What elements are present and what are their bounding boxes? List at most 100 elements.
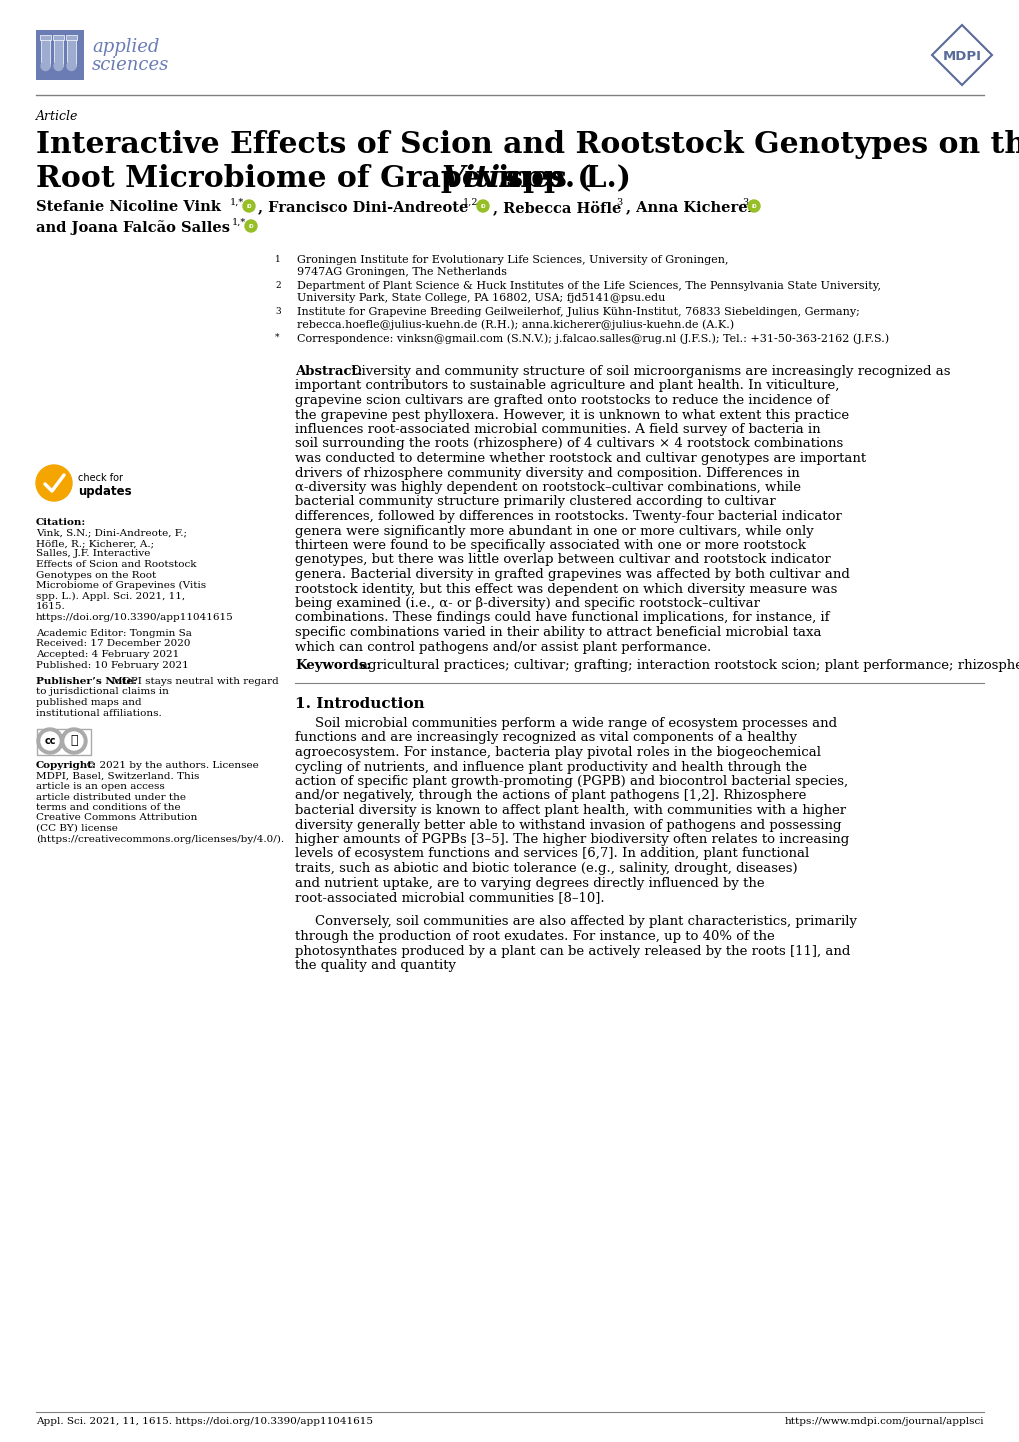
FancyBboxPatch shape [66,35,76,40]
Circle shape [41,733,59,750]
Text: sciences: sciences [92,56,169,74]
Circle shape [36,464,72,500]
Text: spp. L.). Appl. Sci. 2021, 11,: spp. L.). Appl. Sci. 2021, 11, [36,591,184,601]
Text: check for: check for [77,473,123,483]
Text: terms and conditions of the: terms and conditions of the [36,803,180,812]
Text: , Anna Kicherer: , Anna Kicherer [626,200,755,213]
Text: 3: 3 [615,198,622,208]
Text: which can control pathogens and/or assist plant performance.: which can control pathogens and/or assis… [294,640,710,653]
FancyBboxPatch shape [54,37,63,66]
Text: Höfle, R.; Kicherer, A.;: Höfle, R.; Kicherer, A.; [36,539,154,548]
FancyBboxPatch shape [53,35,64,40]
Text: cycling of nutrients, and influence plant productivity and health through the: cycling of nutrients, and influence plan… [294,760,806,773]
Text: Groningen Institute for Evolutionary Life Sciences, University of Groningen,: Groningen Institute for Evolutionary Lif… [297,255,728,265]
Text: spp. L.): spp. L.) [495,164,631,193]
Text: 2: 2 [275,281,280,290]
Text: , Rebecca Höfle: , Rebecca Höfle [492,200,621,215]
Text: cc: cc [44,735,56,746]
Text: https://www.mdpi.com/journal/applsci: https://www.mdpi.com/journal/applsci [784,1417,983,1426]
Text: updates: updates [77,485,131,497]
Text: Department of Plant Science & Huck Institutes of the Life Sciences, The Pennsylv: Department of Plant Science & Huck Insti… [297,281,880,291]
Text: published maps and: published maps and [36,698,142,707]
Text: Interactive Effects of Scion and Rootstock Genotypes on the: Interactive Effects of Scion and Rootsto… [36,130,1019,159]
Circle shape [65,733,83,750]
Text: the grapevine pest phylloxera. However, it is unknown to what extent this practi: the grapevine pest phylloxera. However, … [294,408,848,421]
Text: article is an open access: article is an open access [36,782,165,792]
Circle shape [747,200,759,212]
Text: Salles, J.F. Interactive: Salles, J.F. Interactive [36,549,150,558]
Circle shape [37,728,63,754]
Text: Ⓘ: Ⓘ [70,734,77,747]
Circle shape [245,221,257,232]
Text: diversity generally better able to withstand invasion of pathogens and possessin: diversity generally better able to withs… [294,819,841,832]
Text: influences root-associated microbial communities. A field survey of bacteria in: influences root-associated microbial com… [294,423,820,435]
Text: drivers of rhizosphere community diversity and composition. Differences in: drivers of rhizosphere community diversi… [294,467,799,480]
Text: 1615.: 1615. [36,601,65,611]
Text: agricultural practices; cultivar; grafting; interaction rootstock scion; plant p: agricultural practices; cultivar; grafti… [360,659,1019,672]
Text: through the production of root exudates. For instance, up to 40% of the: through the production of root exudates.… [294,930,774,943]
FancyBboxPatch shape [36,30,84,79]
Text: Received: 17 December 2020: Received: 17 December 2020 [36,639,191,649]
Text: Diversity and community structure of soil microorganisms are increasingly recogn: Diversity and community structure of soi… [351,365,950,378]
Text: 9747AG Groningen, The Netherlands: 9747AG Groningen, The Netherlands [297,267,506,277]
Text: levels of ecosystem functions and services [6,7]. In addition, plant functional: levels of ecosystem functions and servic… [294,848,808,861]
Text: bacterial diversity is known to affect plant health, with communities with a hig: bacterial diversity is known to affect p… [294,805,846,818]
FancyBboxPatch shape [40,35,51,40]
Text: genera were significantly more abundant in one or more cultivars, while only: genera were significantly more abundant … [294,525,813,538]
Text: was conducted to determine whether rootstock and cultivar genotypes are importan: was conducted to determine whether roots… [294,451,865,464]
Text: 1. Introduction: 1. Introduction [294,696,424,711]
Text: traits, such as abiotic and biotic tolerance (e.g., salinity, drought, diseases): traits, such as abiotic and biotic toler… [294,862,797,875]
Text: iD: iD [480,203,485,209]
Text: Conversely, soil communities are also affected by plant characteristics, primari: Conversely, soil communities are also af… [315,916,856,929]
Text: Citation:: Citation: [36,518,87,526]
Text: Published: 10 February 2021: Published: 10 February 2021 [36,660,189,669]
Text: Article: Article [36,110,78,123]
Circle shape [243,200,255,212]
Text: thirteen were found to be specifically associated with one or more rootstock: thirteen were found to be specifically a… [294,539,805,552]
Text: Stefanie Nicoline Vink: Stefanie Nicoline Vink [36,200,221,213]
Text: soil surrounding the roots (rhizosphere) of 4 cultivars × 4 rootstock combinatio: soil surrounding the roots (rhizosphere)… [294,437,843,450]
Text: to jurisdictional claims in: to jurisdictional claims in [36,688,169,696]
Text: iD: iD [248,224,254,229]
Text: being examined (i.e., α- or β-diversity) and specific rootstock–cultivar: being examined (i.e., α- or β-diversity)… [294,597,759,610]
Text: functions and are increasingly recognized as vital components of a healthy: functions and are increasingly recognize… [294,731,796,744]
Text: Effects of Scion and Rootstock: Effects of Scion and Rootstock [36,559,197,570]
Text: genera. Bacterial diversity in grafted grapevines was affected by both cultivar : genera. Bacterial diversity in grafted g… [294,568,849,581]
FancyBboxPatch shape [67,37,76,66]
Text: institutional affiliations.: institutional affiliations. [36,708,162,718]
Text: 1,2: 1,2 [463,198,478,208]
Circle shape [41,62,50,71]
Text: Keywords:: Keywords: [294,659,371,672]
Text: Institute for Grapevine Breeding Geilweilerhof, Julius Kühn-Institut, 76833 Sieb: Institute for Grapevine Breeding Geilwei… [297,307,859,317]
Text: (https://creativecommons.org/licenses/by/4.0/).: (https://creativecommons.org/licenses/by… [36,835,284,844]
Text: and nutrient uptake, are to varying degrees directly influenced by the: and nutrient uptake, are to varying degr… [294,877,764,890]
Circle shape [477,200,488,212]
Text: Publisher’s Note:: Publisher’s Note: [36,676,137,686]
Text: University Park, State College, PA 16802, USA; fjd5141@psu.edu: University Park, State College, PA 16802… [297,293,664,303]
Text: combinations. These findings could have functional implications, for instance, i: combinations. These findings could have … [294,611,828,624]
Text: higher amounts of PGPBs [3–5]. The higher biodiversity often relates to increasi: higher amounts of PGPBs [3–5]. The highe… [294,833,849,846]
Text: Microbiome of Grapevines (Vitis: Microbiome of Grapevines (Vitis [36,581,206,590]
Text: © 2021 by the authors. Licensee: © 2021 by the authors. Licensee [86,761,259,770]
Text: article distributed under the: article distributed under the [36,793,185,802]
Text: https://doi.org/10.3390/app11041615: https://doi.org/10.3390/app11041615 [36,613,233,622]
Text: grapevine scion cultivars are grafted onto rootstocks to reduce the incidence of: grapevine scion cultivars are grafted on… [294,394,828,407]
Text: 1,*: 1,* [229,198,244,208]
Text: agroecosystem. For instance, bacteria play pivotal roles in the biogeochemical: agroecosystem. For instance, bacteria pl… [294,746,820,758]
Text: root-associated microbial communities [8–10].: root-associated microbial communities [8… [294,891,604,904]
Text: important contributors to sustainable agriculture and plant health. In viticultu: important contributors to sustainable ag… [294,379,839,392]
Circle shape [67,62,76,71]
Circle shape [54,62,63,71]
Text: Vitis: Vitis [440,164,517,193]
Text: Copyright:: Copyright: [36,761,97,770]
Text: specific combinations varied in their ability to attract beneficial microbial ta: specific combinations varied in their ab… [294,626,820,639]
Circle shape [61,728,87,754]
Text: action of specific plant growth-promoting (PGPB) and biocontrol bacterial specie: action of specific plant growth-promotin… [294,774,847,787]
Text: , Francisco Dini-Andreote: , Francisco Dini-Andreote [258,200,468,213]
Text: Vink, S.N.; Dini-Andreote, F.;: Vink, S.N.; Dini-Andreote, F.; [36,529,186,538]
Text: 1: 1 [275,255,280,264]
Text: rebecca.hoefle@julius-kuehn.de (R.H.); anna.kicherer@julius-kuehn.de (A.K.): rebecca.hoefle@julius-kuehn.de (R.H.); a… [297,319,734,330]
Text: bacterial community structure primarily clustered according to cultivar: bacterial community structure primarily … [294,496,775,509]
Text: Abstract:: Abstract: [294,365,362,378]
Text: iD: iD [750,203,756,209]
